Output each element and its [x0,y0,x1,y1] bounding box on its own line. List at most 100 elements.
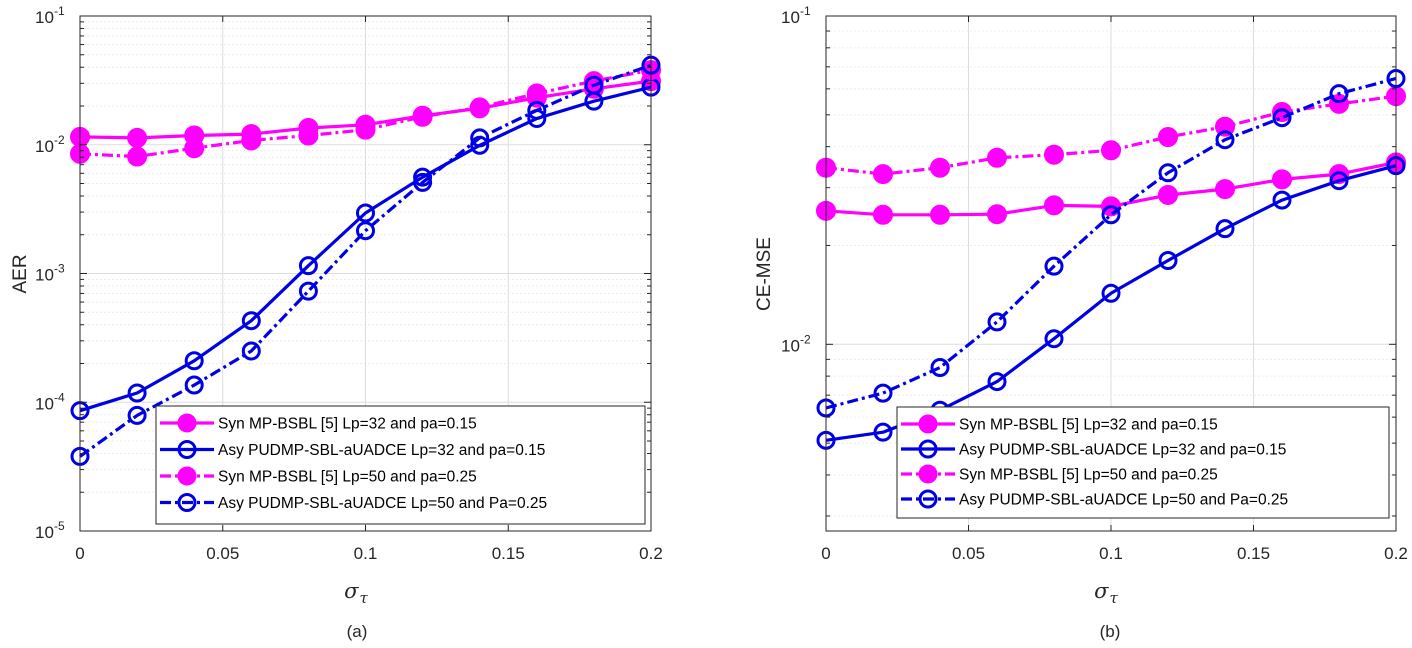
panel-a-legend-label: Syn MP-BSBL [5] Lp=32 and pa=0.15 [218,416,477,433]
panel-b-series-3-point [1101,140,1121,161]
panel-a-y-tick-base: 10 [35,523,54,542]
panel-a-legend-box [155,405,646,525]
panel-a-legend-label: Asy PUDMP-SBL-aUADCE Lp=50 and Pa=0.25 [218,495,547,512]
panel-b-series-2-point [1158,251,1178,271]
panel-a-caption: (a) [347,622,368,641]
panel-a-series-4-point [470,128,490,148]
panel-a-series-4-point [584,75,604,95]
panel-a-y-tick-label: 10 -5 [35,519,65,542]
panel-a-series-1-point [127,127,148,148]
panel-a-series-3-point [298,125,319,146]
panel-a-legend-entry-1: Syn MP-BSBL [5] Lp=32 and pa=0.15 [160,413,477,433]
panel-b-legend-entry-3: Syn MP-BSBL [5] Lp=50 and pa=0.25 [901,464,1218,484]
panel-a-legend-entry-3: Syn MP-BSBL [5] Lp=50 and pa=0.25 [160,466,477,486]
panel-a-y-tick-base: 10 [35,8,54,27]
panel-b-series-2-point [1044,329,1064,349]
panel-a: 0 0.05 0.1 0.15 0.210-510-410-310-210-1 AER … [10,4,663,641]
panel-a-series-4-point [356,221,375,241]
panel-b-legend-entry-2: Asy PUDMP-SBL-aUADCE Lp=32 and pa=0.15 [901,439,1286,459]
panel-a-y-tick-label: 10 -3 [35,262,65,285]
panel-b-legend-marker [918,439,938,459]
panel-b-series [816,69,1406,450]
panel-b-xlabel: στ [1094,579,1118,607]
panel-b-y-tick-base: 10 [781,336,800,355]
panel-a-series-3-point [526,83,547,104]
panel-b-x-tick-label: 0.15 [1237,544,1270,563]
panel-a-series-3 [70,60,661,167]
panel-b-series-3-point [1158,127,1178,148]
panel-a-y-tick-exp: -5 [54,519,65,533]
panel-b-legend-marker [918,464,938,484]
panel-b-series-4-point [930,357,950,377]
panel-b-series-2-point [987,372,1007,392]
panel-a-y-tick-base: 10 [35,266,54,285]
panel-a-x-tick-label: 0.2 [639,544,663,563]
panel-b-y-tick-exp: -2 [800,332,811,346]
panel-b-series-1-point [873,204,893,225]
panel-b-y-tick-label: 10 -1 [781,4,811,27]
panel-b-series-4-point [1272,108,1292,128]
panel-a-series-2-point [413,167,433,187]
panel-a-series [70,55,661,466]
panel-a-series-3-point [412,106,433,127]
panel-b-legend-label: Asy PUDMP-SBL-aUADCE Lp=50 and Pa=0.25 [959,492,1288,509]
panel-b-ticks: 0 0.05 0.1 0.15 0.210-210-1 [781,4,1408,563]
panel-b-series-3-point [987,147,1007,168]
panel-b-x-tick-label: 0.2 [1384,544,1408,563]
panel-a-xlabel: στ [344,579,368,607]
panel-b: 0 0.05 0.1 0.15 0.210-210-1 CE-MSE στ (b) Sy… [754,4,1408,641]
panel-a-y-tick-label: 10 -1 [35,4,65,27]
panel-b-series-2-point [1215,219,1235,239]
panel-a-legend-marker [177,413,197,433]
panel-b-series-1-point [1215,179,1235,200]
panel-a-y-tick-exp: -1 [54,4,65,18]
panel-b-series-1-point [1158,184,1178,205]
panel-a-series-4-point [184,375,204,395]
panel-b-series-4 [816,69,1406,418]
panel-a-series-3-point [469,97,490,118]
panel-b-series-4-point [1215,130,1235,150]
panel-a-y-tick-exp: -2 [54,133,65,147]
panel-b-series-1-point [930,204,950,225]
panel-a-legend-entry-2: Asy PUDMP-SBL-aUADCE Lp=32 and pa=0.15 [160,440,545,459]
panel-a-series-3-point [355,119,376,140]
panel-a-y-tick-exp: -4 [54,390,65,404]
panel-b-series-2-point [1101,283,1121,303]
panel-a-legend-marker [177,440,197,459]
panel-b-series-1-point [1044,195,1064,216]
panel-a-legend-entry-4: Asy PUDMP-SBL-aUADCE Lp=50 and Pa=0.25 [160,493,547,512]
panel-a-series-3-point [241,130,262,151]
panel-a-series-4-point [413,172,433,192]
panel-a-series-2-point [184,351,204,371]
panel-a-series-4-point [241,341,261,361]
panel-b-legend-label: Syn MP-BSBL [5] Lp=50 and pa=0.25 [959,467,1218,484]
panel-a-series-2-point [356,203,375,223]
panel-a-series-2-line [79,85,652,413]
panel-a-legend-label: Asy PUDMP-SBL-aUADCE Lp=32 and pa=0.15 [218,442,545,459]
panel-b-series-3-point [873,164,893,185]
panel-a-series-4-point [127,405,147,425]
panel-b-series-4-point [1329,84,1349,104]
panel-a-y-tick-base: 10 [35,394,54,413]
panel-b-legend-marker [918,414,938,434]
panel-b-series-4-point [1101,205,1121,225]
panel-a-x-tick-label: 0.15 [492,544,525,563]
panel-b-series-1-point [1272,169,1292,190]
panel-b-caption: (b) [1100,622,1121,641]
panel-b-legend-box [896,406,1390,519]
panel-a-series-3-point [583,71,604,92]
panel-b-x-tick-label: 0.05 [952,544,985,563]
panel-a-x-tick-label: 0.1 [354,544,378,563]
panel-a-y-tick-exp: -3 [54,262,65,276]
panel-b-series-2-point [1272,190,1292,210]
panel-b-ylabel: CE-MSE [754,237,775,311]
panel-a-legend-marker [177,466,197,486]
panel-b-series-2-point [873,422,893,442]
panel-b-legend-marker [918,489,938,509]
panel-a-series-2-point [298,256,318,276]
panel-b-y-tick-exp: -1 [800,4,811,18]
panel-a-x-tick-label: 0.05 [206,544,239,563]
panel-a-y-tick-label: 10 -4 [35,390,65,413]
panel-b-y-tick-label: 10 -2 [781,332,811,355]
